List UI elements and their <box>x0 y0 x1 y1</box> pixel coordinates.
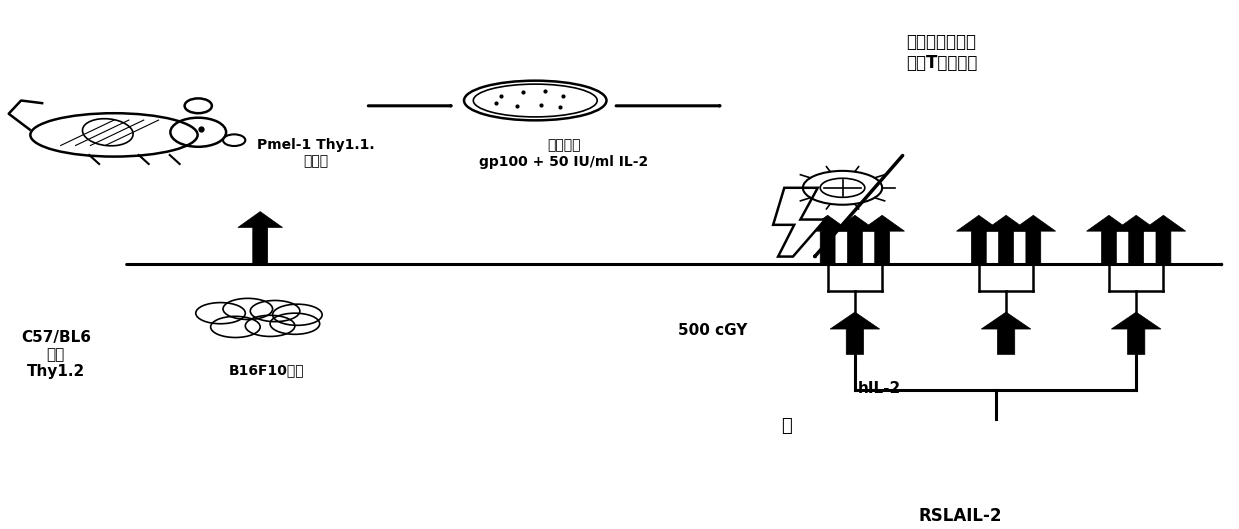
Polygon shape <box>1114 215 1158 264</box>
Polygon shape <box>981 312 1031 354</box>
Polygon shape <box>1087 215 1131 264</box>
Polygon shape <box>860 215 904 264</box>
Polygon shape <box>984 215 1028 264</box>
Polygon shape <box>1011 215 1056 264</box>
Text: Pmel-1 Thy1.1.
脾细胞: Pmel-1 Thy1.1. 脾细胞 <box>258 138 374 169</box>
Polygon shape <box>1141 215 1186 264</box>
Text: B16F10注射: B16F10注射 <box>228 363 305 377</box>
Ellipse shape <box>473 84 597 117</box>
Polygon shape <box>773 188 825 257</box>
Text: 用荧光素酶载体
进行T细胞转导: 用荧光素酶载体 进行T细胞转导 <box>906 33 978 72</box>
Text: 体外活化
gp100 + 50 IU/ml IL-2: 体外活化 gp100 + 50 IU/ml IL-2 <box>479 138 648 169</box>
Text: RSLAIL-2: RSLAIL-2 <box>918 507 1002 525</box>
Text: 或: 或 <box>782 417 792 435</box>
Text: 500 cGY: 500 cGY <box>678 323 747 338</box>
Polygon shape <box>805 215 850 264</box>
Polygon shape <box>1111 312 1161 354</box>
Polygon shape <box>830 312 880 354</box>
Polygon shape <box>833 215 877 264</box>
Text: C57/BL6
小鼠
Thy1.2: C57/BL6 小鼠 Thy1.2 <box>21 330 90 379</box>
Text: hIL-2: hIL-2 <box>859 381 901 396</box>
Polygon shape <box>238 212 282 264</box>
Polygon shape <box>957 215 1001 264</box>
